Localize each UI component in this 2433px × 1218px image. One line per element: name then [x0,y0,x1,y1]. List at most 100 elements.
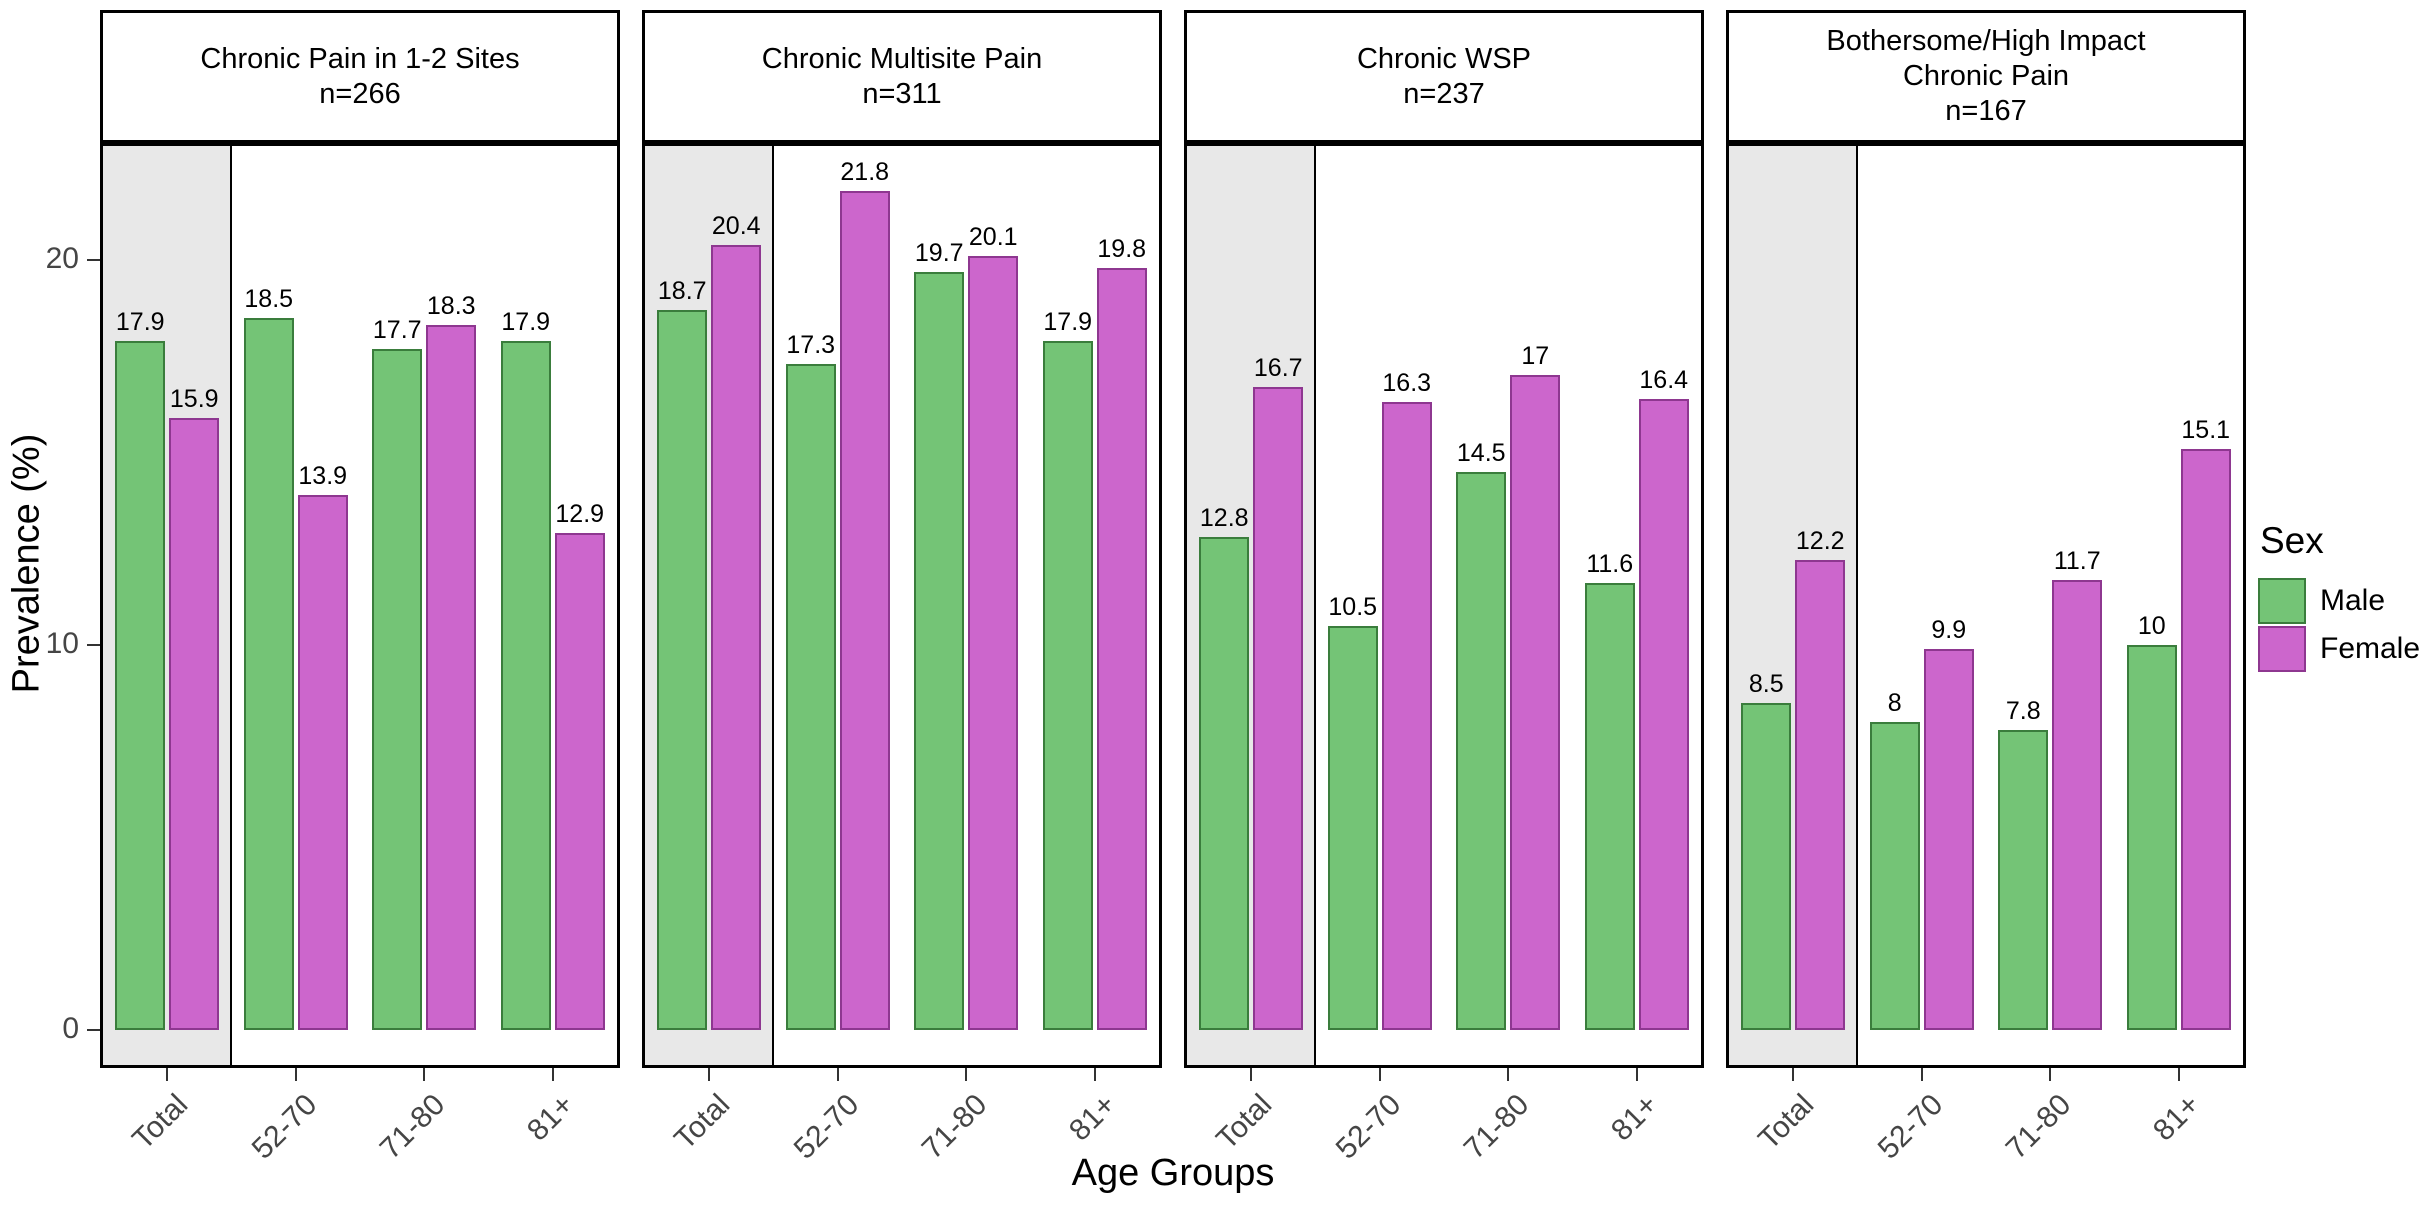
legend-entry-male: Male [2258,578,2420,624]
bar-female [1923,649,1974,1030]
bar-male [1869,722,1920,1030]
bar-value-label: 12.9 [555,500,605,528]
bar-female [1510,375,1561,1030]
bar-female [968,256,1019,1030]
bar-value-label: 16.3 [1382,369,1432,397]
legend-title: Sex [2260,520,2324,561]
bar-value-label: 17 [1521,342,1550,370]
bar-value-label: 10.5 [1328,593,1378,621]
bar-male [1327,626,1378,1030]
bar-male [115,341,166,1030]
male-swatch-icon [2258,578,2306,624]
facet-strip: Bothersome/High Impact Chronic Pain n=167 [1726,10,2246,143]
bar-female [839,191,890,1030]
x-tick-label: Total [668,1088,737,1157]
x-axis-tick [965,1068,968,1081]
facet-strip: Chronic Pain in 1-2 Sites n=266 [100,10,620,143]
facet-title-line: Bothersome/High Impact [1826,25,2146,57]
bar-value-label: 12.8 [1199,504,1249,532]
bar-value-label: 15.1 [2181,416,2231,444]
bar-value-label: 8.5 [1748,670,1784,698]
x-axis-tick [1378,1068,1381,1081]
x-tick-label: 52-70 [1871,1088,1950,1166]
x-axis-tick [708,1068,711,1081]
bar-male [1584,583,1635,1030]
bar-value-label: 20.1 [968,223,1018,251]
x-tick-label: 81+ [1604,1088,1665,1148]
facet-strip: Chronic Multisite Pain n=311 [642,10,1162,143]
legend-entry-female: Female [2258,626,2420,672]
y-axis-title: Prevalence (%) [5,433,48,694]
bar-female [1096,268,1147,1030]
bar-value-label: 11.6 [1586,550,1634,578]
legend-label-male: Male [2320,584,2386,617]
facet-title-line: Chronic Pain [1902,60,2070,92]
bar-male [657,310,708,1030]
x-tick-label: 52-70 [787,1088,866,1166]
bar-value-label: 17.3 [786,331,836,359]
bar-value-label: 15.9 [169,385,219,413]
female-swatch-icon [2258,626,2306,672]
x-axis-tick [423,1068,426,1081]
x-tick-label: 71-80 [1457,1088,1536,1166]
bar-value-label: 18.5 [244,285,294,313]
bar-female [2180,449,2231,1030]
facet-title-line: Chronic WSP [1356,42,1532,75]
legend-label-female: Female [2320,632,2421,665]
bar-male [1998,730,2049,1030]
bar-male [1456,472,1507,1030]
x-tick-label: 71-80 [373,1088,452,1166]
bar-value-label: 18.7 [657,277,707,305]
facet-title-line: n=311 [862,77,942,110]
bar-male [500,341,551,1030]
x-tick-label: 52-70 [245,1088,324,1166]
x-tick-label: Total [1752,1088,1821,1157]
facet-title-line: Chronic Pain in 1-2 Sites [200,42,520,75]
bar-female [554,533,605,1030]
facet-strip: Chronic WSP n=237 [1184,10,1704,143]
bar-female [1381,402,1432,1030]
bar-value-label: 19.7 [914,239,964,267]
bar-value-label: 17.9 [1043,308,1093,336]
x-axis-title: Age Groups [1071,1152,1275,1194]
bar-female [1638,399,1689,1030]
bar-value-label: 17.9 [115,308,165,336]
y-tick-label: 0 [62,1012,79,1045]
x-axis-tick [294,1068,297,1081]
bar-male [2126,645,2177,1030]
bar-female [297,495,348,1030]
bar-value-label: 17.7 [372,316,422,344]
x-axis-tick [1792,1068,1795,1081]
x-axis-tick [2049,1068,2052,1081]
x-axis-tick [1507,1068,1510,1081]
bar-female [169,418,220,1030]
bar-male [1199,537,1250,1030]
bar-value-label: 12.2 [1795,527,1845,555]
facet-title-line: n=167 [1945,95,2027,127]
x-axis-tick [551,1068,554,1081]
x-tick-label: Total [126,1088,195,1157]
bar-value-label: 16.4 [1639,366,1689,394]
bar-value-label: 7.8 [2005,697,2041,725]
x-axis-tick [836,1068,839,1081]
bar-value-label: 20.4 [711,212,761,240]
x-axis-tick [1250,1068,1253,1081]
y-axis-tick [87,259,100,261]
bar-male [914,272,965,1030]
bar-male [372,349,423,1030]
bar-male [1042,341,1093,1030]
bar-value-label: 17.9 [501,308,551,336]
y-axis-tick [87,644,100,646]
bar-value-label: 10 [2137,612,2166,640]
bar-value-label: 19.8 [1097,235,1147,263]
bar-female [711,245,762,1030]
x-axis-tick [1920,1068,1923,1081]
bar-female [1253,387,1304,1030]
bar-value-label: 18.3 [426,292,476,320]
facet-title-line: Chronic Multisite Pain [761,42,1043,75]
y-axis-tick [87,1029,100,1031]
bar-value-label: 9.9 [1931,616,1967,644]
bar-male [785,364,836,1030]
bar-female [2052,580,2103,1030]
